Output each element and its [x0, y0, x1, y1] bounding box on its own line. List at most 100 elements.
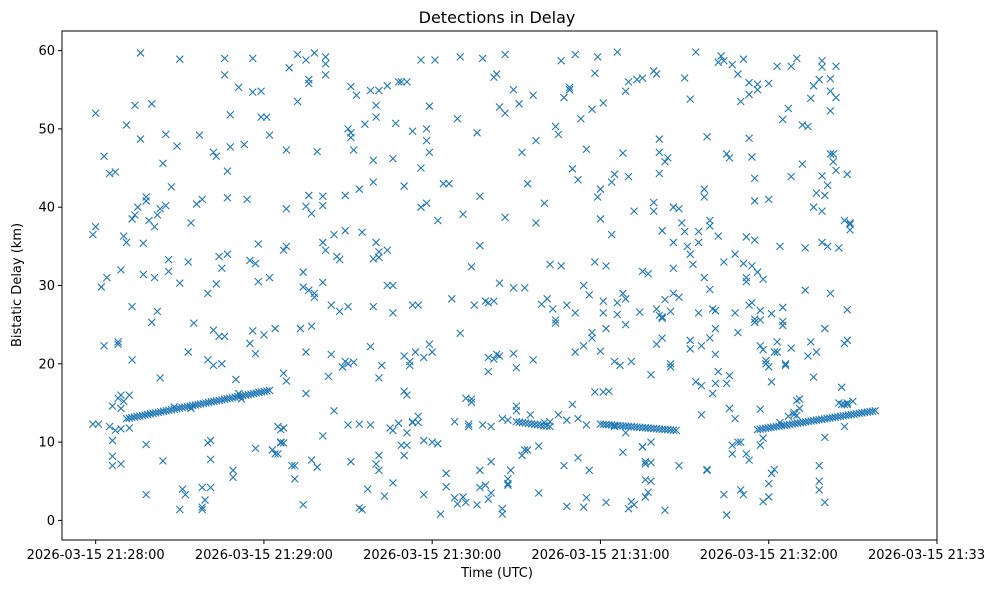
data-point [658, 334, 667, 342]
data-point [633, 75, 641, 84]
data-point [697, 341, 706, 350]
data-point [223, 167, 232, 176]
data-point [655, 169, 664, 178]
data-point [147, 99, 156, 108]
data-point [302, 348, 310, 356]
data-point [91, 109, 100, 118]
data-point [375, 374, 383, 382]
data-point [128, 302, 137, 311]
data-point [846, 226, 854, 234]
data-point [229, 466, 237, 475]
data-point [745, 90, 753, 99]
data-point [733, 328, 742, 337]
data-point [722, 150, 731, 158]
data-point [778, 303, 787, 312]
data-point [290, 475, 299, 483]
x-tick-label: 2026-03-15 21:29:00 [195, 548, 333, 563]
data-point [624, 172, 633, 181]
data-point [837, 383, 846, 392]
data-point [719, 490, 728, 499]
data-point [346, 133, 355, 142]
data-point [447, 294, 456, 303]
data-point [568, 400, 577, 409]
data-point [498, 504, 507, 513]
data-point [251, 259, 260, 268]
data-point [700, 185, 709, 194]
data-point [574, 453, 582, 462]
data-point [719, 258, 728, 266]
data-point [579, 281, 588, 290]
data-point [795, 395, 804, 403]
data-point [271, 449, 280, 458]
data-point [313, 147, 322, 156]
data-point [560, 93, 568, 102]
data-point [725, 404, 734, 413]
data-point [304, 191, 313, 200]
data-point [599, 309, 608, 317]
data-point [818, 63, 826, 71]
data-point [288, 461, 296, 470]
data-point [711, 350, 720, 359]
data-point [764, 363, 773, 371]
data-point [156, 374, 165, 382]
data-point [209, 361, 218, 370]
data-point [484, 367, 493, 376]
data-point [175, 55, 184, 64]
data-point [349, 358, 358, 367]
data-point [756, 306, 765, 315]
data-point [691, 377, 700, 386]
data-point [408, 418, 417, 427]
data-point [372, 238, 380, 247]
data-point [759, 434, 768, 443]
data-point [349, 146, 358, 154]
data-point [784, 412, 793, 421]
x-axis: 2026-03-15 21:28:00 2026-03-15 21:29:00 20… [27, 540, 985, 563]
data-point [198, 503, 207, 511]
data-point [602, 262, 610, 270]
data-point [661, 506, 669, 515]
data-point [748, 298, 756, 307]
data-point [832, 62, 840, 71]
data-point [282, 146, 291, 154]
data-point [512, 363, 521, 372]
data-point [647, 458, 655, 467]
data-point [358, 505, 366, 514]
data-point [189, 319, 198, 327]
data-point [773, 348, 782, 356]
data-point [798, 160, 807, 169]
data-point [711, 324, 720, 333]
data-point [686, 95, 695, 104]
data-point [658, 226, 667, 235]
data-point [425, 102, 434, 111]
data-point [403, 441, 411, 450]
data-point [310, 49, 319, 57]
data-point [467, 398, 476, 407]
data-point [745, 78, 753, 87]
data-point [602, 498, 610, 507]
data-point [212, 280, 221, 288]
data-point [820, 498, 829, 507]
data-point [719, 56, 728, 65]
data-point [117, 424, 125, 433]
data-point [229, 473, 237, 482]
data-point [330, 406, 338, 415]
data-point [100, 152, 108, 161]
data-point [251, 349, 260, 358]
data-point [302, 202, 310, 211]
data-point [487, 489, 495, 497]
x-tick-label: 2026-03-15 21:33:00 [868, 548, 985, 563]
data-point [209, 148, 218, 157]
data-point [389, 426, 397, 435]
data-point [661, 295, 669, 304]
data-point [846, 220, 854, 229]
data-point [265, 386, 274, 395]
data-point [330, 230, 338, 239]
data-point [161, 201, 170, 210]
data-point [588, 105, 596, 114]
data-point [226, 143, 235, 151]
data-point [358, 228, 366, 237]
data-point [736, 485, 745, 494]
data-point [658, 314, 667, 323]
data-point [809, 373, 818, 382]
data-point [223, 250, 232, 259]
